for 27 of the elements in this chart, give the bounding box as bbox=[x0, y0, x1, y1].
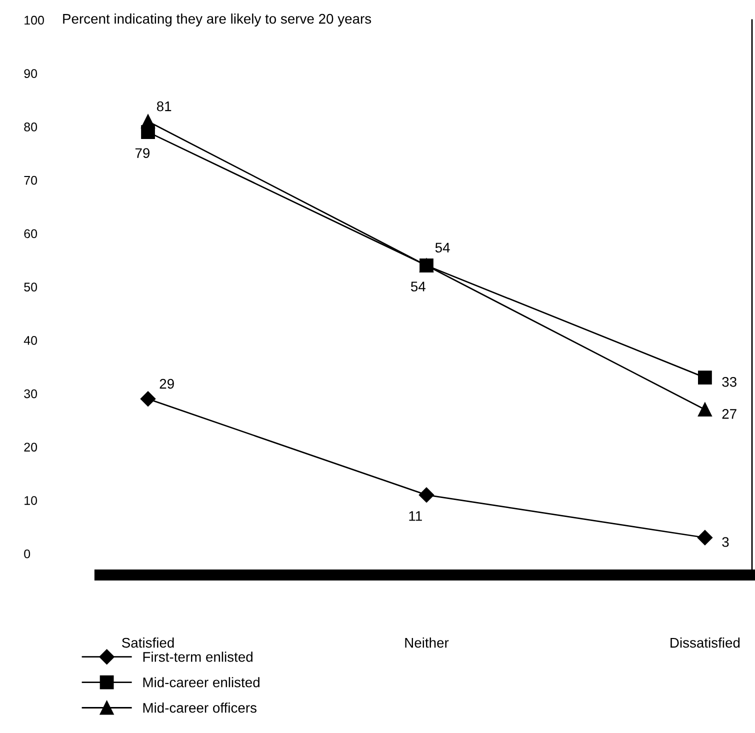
data-label: 29 bbox=[160, 378, 174, 389]
legend-label: Mid-career enlisted bbox=[143, 677, 260, 688]
y-tick-label: 70 bbox=[24, 176, 38, 185]
y-tick-label: 30 bbox=[24, 389, 38, 398]
y-tick-label: 10 bbox=[24, 496, 38, 505]
data-label: 27 bbox=[722, 409, 736, 419]
data-label: 11 bbox=[409, 511, 422, 521]
y-tick-label: 0 bbox=[24, 549, 30, 558]
y-tick-label: 90 bbox=[24, 69, 38, 78]
y-tick-label: 60 bbox=[24, 229, 38, 238]
y-tick-label: 80 bbox=[24, 122, 38, 132]
y-axis-title: Percent indicating they are likely to serve 20 years bbox=[63, 14, 372, 26]
data-label: 33 bbox=[722, 376, 736, 387]
x-tick-label: Satisfied bbox=[122, 638, 174, 648]
data-label: 3 bbox=[722, 537, 729, 547]
y-tick-label: 50 bbox=[24, 282, 38, 292]
y-tick-label: 40 bbox=[24, 336, 38, 345]
legend-label: Mid-career officers bbox=[143, 702, 256, 713]
legend-label: First-term enlisted bbox=[143, 652, 252, 662]
y-tick-label: 20 bbox=[24, 442, 38, 452]
data-label: 54 bbox=[435, 242, 450, 253]
data-label: 79 bbox=[135, 148, 150, 158]
data-label: 81 bbox=[156, 101, 172, 112]
y-tick-label: 100 bbox=[24, 16, 44, 25]
x-tick-label: Dissatisfied bbox=[670, 638, 740, 648]
data-label: 54 bbox=[410, 282, 426, 292]
x-tick-label: Neither bbox=[405, 638, 449, 648]
